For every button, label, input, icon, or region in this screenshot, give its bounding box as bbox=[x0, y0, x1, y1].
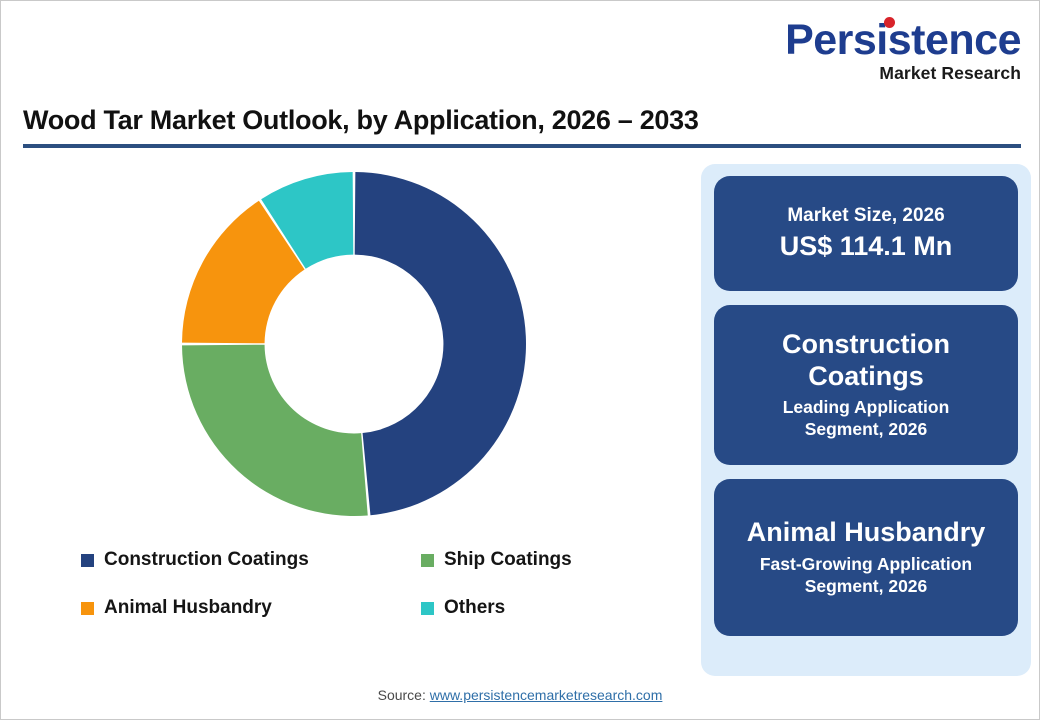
source-footer: Source: www.persistencemarketresearch.co… bbox=[1, 687, 1039, 703]
legend-item-animal-husbandry: Animal Husbandry bbox=[81, 597, 421, 619]
fastest-segment-caption-line1: Fast-Growing Application bbox=[759, 554, 973, 575]
legend-item-others: Others bbox=[421, 597, 641, 619]
source-prefix: Source: bbox=[377, 687, 430, 703]
source-link[interactable]: www.persistencemarketresearch.com bbox=[429, 687, 663, 703]
donut-slice bbox=[182, 344, 368, 516]
fastest-segment-name: Animal Husbandry bbox=[746, 517, 986, 548]
brand-tagline: Market Research bbox=[879, 63, 1021, 83]
highlights-panel: Market Size, 2026 US$ 114.1 Mn Construct… bbox=[701, 164, 1031, 676]
title-block: Wood Tar Market Outlook, by Application,… bbox=[23, 105, 1023, 148]
fastest-segment-caption-line2: Segment, 2026 bbox=[804, 575, 928, 596]
legend-label: Construction Coatings bbox=[104, 549, 309, 570]
legend-item-construction-coatings: Construction Coatings bbox=[81, 549, 421, 571]
legend-item-ship-coatings: Ship Coatings bbox=[421, 549, 641, 571]
donut-slice bbox=[182, 200, 305, 344]
legend-swatch-icon bbox=[421, 553, 434, 567]
page-title: Wood Tar Market Outlook, by Application,… bbox=[23, 105, 699, 135]
donut-slice bbox=[354, 172, 526, 516]
leading-segment-caption-line1: Leading Application bbox=[782, 397, 950, 418]
legend-swatch-icon bbox=[81, 601, 94, 615]
donut-chart bbox=[29, 161, 689, 541]
legend-label: Ship Coatings bbox=[444, 549, 572, 570]
donut-chart-svg bbox=[182, 172, 526, 516]
market-size-label: Market Size, 2026 bbox=[787, 204, 945, 226]
leading-segment-caption-line2: Segment, 2026 bbox=[804, 419, 928, 440]
card-leading-segment: Construction Coatings Leading Applicatio… bbox=[714, 305, 1018, 465]
asterisk-dot-icon bbox=[884, 17, 895, 28]
legend-label: Others bbox=[444, 597, 506, 618]
fastest-segment-caption: Fast-Growing Application Segment, 2026 bbox=[760, 554, 972, 598]
leading-segment-name: Construction Coatings bbox=[782, 328, 950, 391]
donut-slice bbox=[261, 172, 354, 269]
legend-label: Animal Husbandry bbox=[104, 597, 272, 618]
legend-swatch-icon bbox=[421, 601, 434, 615]
brand-logo: Persistence Market Research bbox=[781, 16, 1021, 83]
title-divider bbox=[23, 144, 1021, 148]
leading-segment-caption: Leading Application Segment, 2026 bbox=[783, 397, 950, 441]
legend-swatch-icon bbox=[81, 553, 94, 567]
card-market-size: Market Size, 2026 US$ 114.1 Mn bbox=[714, 176, 1018, 291]
brand-name: Persistence bbox=[785, 16, 1021, 64]
chart-legend: Construction Coatings Ship Coatings Anim… bbox=[81, 549, 641, 619]
market-size-value: US$ 114.1 Mn bbox=[779, 230, 953, 261]
card-fastest-growing-segment: Animal Husbandry Fast-Growing Applicatio… bbox=[714, 479, 1018, 636]
